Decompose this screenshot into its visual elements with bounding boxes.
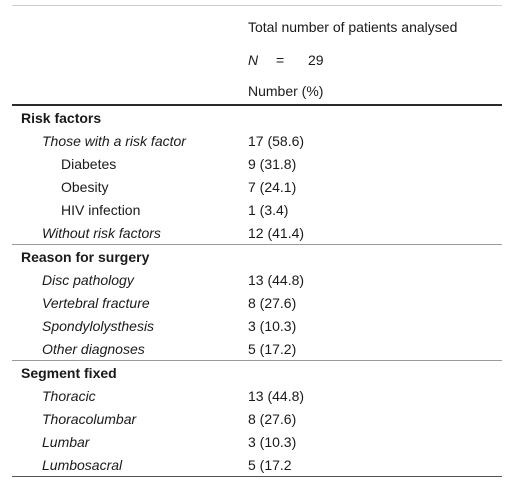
header-n-count: N = 29 [248, 52, 324, 68]
row-label: Other diagnoses [42, 341, 145, 357]
row-label: Thoracic [42, 388, 96, 404]
section-heading: Reason for surgery [12, 244, 502, 268]
row-label: Obesity [61, 179, 109, 195]
n-equals: = [276, 52, 285, 68]
row-value: 8 (27.6) [248, 295, 297, 311]
table-row: Lumbar 3 (10.3) [12, 430, 502, 453]
table-row: Disc pathology 13 (44.8) [12, 268, 502, 291]
row-value: 3 (10.3) [248, 318, 297, 334]
row-label: Disc pathology [42, 272, 134, 288]
row-value: 13 (44.8) [248, 272, 305, 288]
table-row: Without risk factors 12 (41.4) [12, 221, 502, 244]
row-label: Lumbar [42, 434, 90, 450]
table-row: Obesity 7 (24.1) [12, 175, 502, 198]
row-label: Vertebral fracture [42, 295, 150, 311]
row-label: Thoracolumbar [42, 411, 137, 427]
table-row: Thoracic 13 (44.8) [12, 384, 502, 407]
row-label: Diabetes [61, 156, 117, 172]
row-value: 1 (3.4) [248, 202, 289, 218]
row-value: 5 (17.2 [248, 457, 292, 473]
row-label: Those with a risk factor [42, 133, 186, 149]
row-value: 8 (27.6) [248, 411, 297, 427]
row-value: 17 (58.6) [248, 133, 305, 149]
row-value: 3 (10.3) [248, 434, 297, 450]
section-title: Reason for surgery [21, 249, 150, 265]
row-value: 5 (17.2) [248, 341, 297, 357]
row-value: 12 (41.4) [248, 225, 305, 241]
row-value: 7 (24.1) [248, 179, 297, 195]
row-label: Lumbosacral [42, 457, 123, 473]
patient-table: Total number of patients analysed N = 29 N… [12, 5, 502, 477]
section-heading: Risk factors [12, 106, 502, 129]
section-title: Risk factors [21, 110, 102, 126]
n-symbol: N [248, 52, 259, 68]
table-row: Other diagnoses 5 (17.2) [12, 337, 502, 360]
row-value: 13 (44.8) [248, 388, 305, 404]
table-row: Thoracolumbar 8 (27.6) [12, 407, 502, 430]
row-value: 9 (31.8) [248, 156, 297, 172]
table-row: HIV infection 1 (3.4) [12, 198, 502, 221]
row-label: Spondylolysthesis [42, 318, 155, 334]
table-header: Total number of patients analysed N = 29 N… [12, 6, 502, 106]
section-title: Segment fixed [21, 365, 117, 381]
n-value: 29 [308, 52, 324, 68]
table-row: Diabetes 9 (31.8) [12, 152, 502, 175]
header-unit-label: Number (%) [248, 83, 324, 99]
table-row: Those with a risk factor 17 (58.6) [12, 129, 502, 152]
row-label: Without risk factors [42, 225, 161, 241]
section-heading: Segment fixed [12, 360, 502, 384]
header-title: Total number of patients analysed [248, 19, 458, 35]
table-row: Spondylolysthesis 3 (10.3) [12, 314, 502, 337]
table-row: Vertebral fracture 8 (27.6) [12, 291, 502, 314]
table-row: Lumbosacral 5 (17.2 [12, 453, 502, 476]
row-label: HIV infection [61, 202, 141, 218]
